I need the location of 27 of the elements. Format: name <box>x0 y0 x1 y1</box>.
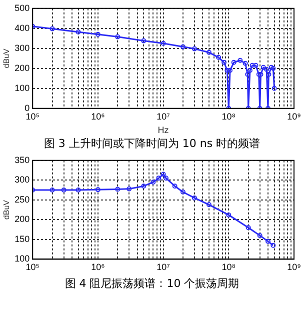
x-tick-label: 10⁵ <box>26 262 40 272</box>
y-tick-label: 100 <box>14 254 30 264</box>
x-tick-label: 10⁷ <box>156 111 170 122</box>
y-tick-label: 300 <box>14 174 30 185</box>
x-tick-label: 10⁸ <box>222 262 236 272</box>
y-tick-label: 500 <box>14 2 30 13</box>
y-tick-label: 300 <box>14 42 30 53</box>
y-tick-label: 400 <box>14 22 30 33</box>
x-tick-label: 10⁸ <box>222 111 236 122</box>
caption: 图 3 上升时间或下降时间为 10 ns 时的频谱 <box>42 136 262 152</box>
y-tick-label: 250 <box>14 194 30 204</box>
x-tick-label: 10⁷ <box>156 262 170 272</box>
y-tick-label: 0 <box>24 102 30 113</box>
y-tick-label: 100 <box>14 82 30 93</box>
x-tick-label: 10⁹ <box>287 111 302 122</box>
x-tick-label: 10⁹ <box>287 262 302 272</box>
y-axis-title: dBuV <box>2 48 12 68</box>
x-tick-label: 10⁵ <box>26 111 40 122</box>
y-tick-label: 200 <box>14 214 30 224</box>
x-tick-label: 10⁶ <box>91 262 106 272</box>
x-axis-title: Hz <box>158 125 170 136</box>
y-tick-label: 200 <box>14 62 30 73</box>
y-tick-label: 150 <box>14 234 30 244</box>
x-tick-label: 10⁶ <box>91 111 106 122</box>
y-axis-title: dBuV <box>2 199 12 220</box>
caption: 图 4 阻尼振荡频谱：10 个振荡周期 <box>64 276 240 292</box>
y-tick-label: 350 <box>14 154 30 165</box>
